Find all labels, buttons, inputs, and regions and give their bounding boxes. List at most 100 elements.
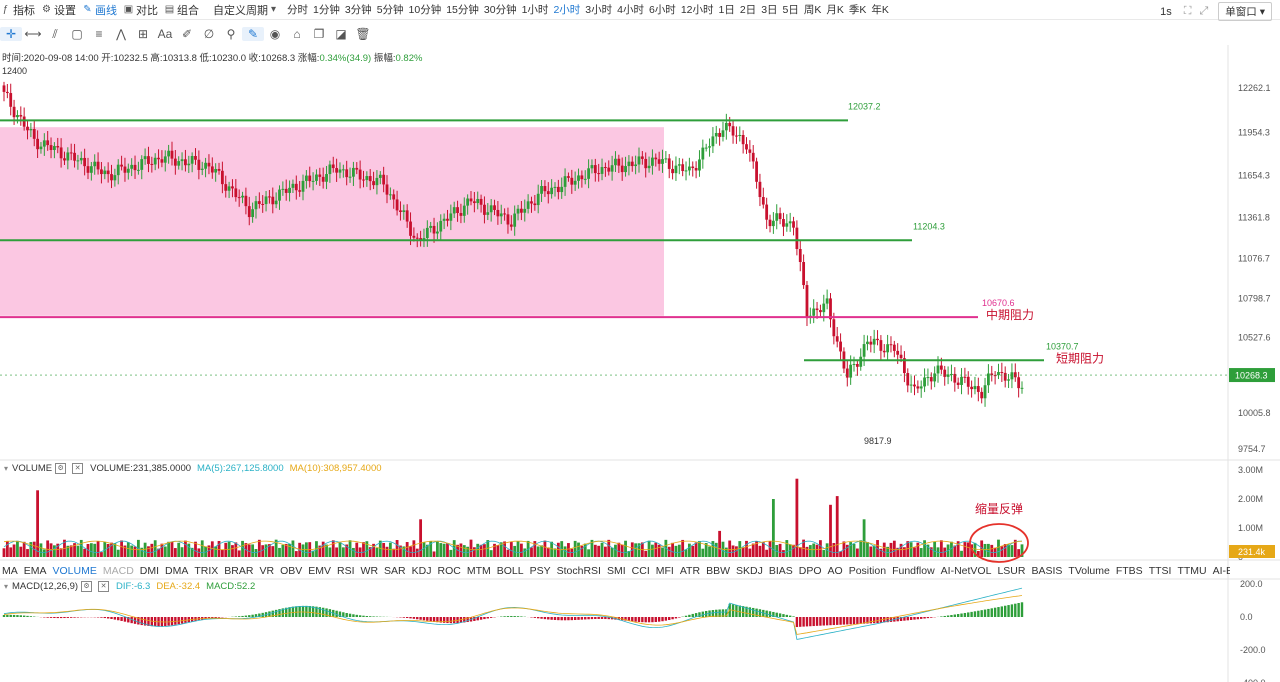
indicator-tab-18[interactable]: PSY: [529, 565, 551, 577]
indicator-tab-32[interactable]: LSUR: [997, 565, 1026, 577]
indicator-tab-16[interactable]: MTM: [466, 565, 491, 577]
collapse-chevron-icon[interactable]: ▾: [4, 582, 9, 591]
expand-icon[interactable]: ⤢: [1199, 5, 1209, 17]
period-0[interactable]: 分时: [287, 4, 308, 16]
indicator-tab-35[interactable]: FTBS: [1115, 565, 1143, 577]
custom-period-dropdown[interactable]: 自定义周期 ▾: [213, 2, 281, 18]
indicator-tab-4[interactable]: DMI: [139, 565, 160, 577]
indicator-tab-23[interactable]: ATR: [679, 565, 701, 577]
indicator-tab-24[interactable]: BBW: [706, 565, 730, 577]
period-8[interactable]: 2小时: [553, 4, 581, 16]
indicator-tab-0[interactable]: MA: [2, 565, 18, 577]
period-5[interactable]: 15分钟: [446, 4, 479, 16]
draw-button[interactable]: ✎ 画线: [83, 4, 117, 17]
horizontal-line-tool-icon[interactable]: ⟷: [24, 27, 42, 41]
collapse-chevron-icon[interactable]: ▾: [4, 464, 9, 473]
fullscreen-icon[interactable]: ⛶: [1183, 5, 1192, 17]
indicator-tab-15[interactable]: ROC: [437, 565, 461, 577]
trash-tool-icon[interactable]: 🗑: [355, 27, 371, 41]
volume-bar: [36, 490, 39, 557]
indicator-tab-9[interactable]: OBV: [280, 565, 303, 577]
volume-bar: [503, 541, 507, 557]
settings-icon[interactable]: ⚙: [81, 581, 93, 592]
candle: [993, 375, 997, 377]
indicator-tab-19[interactable]: StochRSI: [556, 565, 601, 577]
indicator-tab-1[interactable]: EMA: [23, 565, 47, 577]
indicator-tab-17[interactable]: BOLL: [496, 565, 524, 577]
period-15[interactable]: 3日: [761, 4, 778, 16]
indicator-tab-7[interactable]: BRAR: [224, 565, 254, 577]
period-14[interactable]: 2日: [739, 4, 757, 16]
indicator-tab-5[interactable]: DMA: [165, 565, 189, 577]
draw-mode-tool-icon[interactable]: ✎: [242, 27, 264, 41]
period-17[interactable]: 周K: [803, 4, 822, 16]
text-tool-icon[interactable]: Aa: [157, 27, 173, 41]
period-16[interactable]: 5日: [782, 4, 799, 16]
indicator-tab-2[interactable]: VOLUME: [52, 565, 97, 577]
wave-tool-icon[interactable]: ⋀: [116, 27, 126, 41]
candle: [110, 174, 113, 181]
indicator-tab-14[interactable]: KDJ: [411, 565, 432, 577]
period-19[interactable]: 季K: [848, 4, 867, 16]
indicator-tab-13[interactable]: SAR: [384, 565, 406, 577]
grid-tool-icon[interactable]: ⊞: [137, 27, 149, 41]
indicator-tab-22[interactable]: MFI: [655, 565, 674, 577]
candle: [892, 344, 896, 351]
indicator-tab-20[interactable]: SMI: [606, 565, 626, 577]
magnet-tool-icon[interactable]: ∅: [203, 27, 215, 41]
period-2[interactable]: 3分钟: [344, 4, 372, 16]
rectangle-tool-icon[interactable]: ▢: [71, 27, 83, 41]
period-12[interactable]: 12小时: [680, 4, 714, 16]
period-6[interactable]: 30分钟: [483, 4, 517, 16]
layers-tool-icon[interactable]: ◪: [335, 27, 347, 41]
indicator-tab-6[interactable]: TRIX: [194, 565, 219, 577]
brush-tool-icon[interactable]: ✐: [181, 27, 193, 41]
close-icon[interactable]: ✕: [98, 581, 110, 592]
period-3[interactable]: 5分钟: [376, 4, 404, 16]
indicator-tab-30[interactable]: Fundflow: [892, 565, 935, 577]
period-10[interactable]: 4小时: [617, 4, 644, 16]
period-1[interactable]: 1分钟: [313, 4, 340, 16]
eye-tool-icon[interactable]: ◉: [269, 27, 281, 41]
indicator-tab-28[interactable]: AO: [827, 565, 843, 577]
period-13[interactable]: 1日: [718, 4, 735, 16]
window-mode-dropdown[interactable]: 单窗口 ▾: [1218, 2, 1272, 21]
trend-line-tool-icon[interactable]: ⫽: [52, 26, 58, 41]
settings-button[interactable]: ⚙ 设置: [42, 4, 76, 17]
indicator-tab-12[interactable]: WR: [360, 565, 379, 577]
indicator-tab-34[interactable]: TVolume: [1068, 565, 1110, 577]
close-icon[interactable]: ✕: [72, 463, 84, 474]
period-7[interactable]: 1小时: [521, 4, 549, 16]
lock-tool-icon[interactable]: ⌂: [293, 27, 301, 41]
period-4[interactable]: 10分钟: [408, 4, 442, 16]
indicator-tab-36[interactable]: TTSI: [1148, 565, 1172, 577]
copy-tool-icon[interactable]: ❐: [313, 27, 325, 41]
macd-histogram-bar: [345, 613, 348, 617]
indicator-tab-8[interactable]: VR: [259, 565, 275, 577]
indicator-tab-31[interactable]: AI-NetVOL: [940, 565, 992, 577]
settings-icon[interactable]: ⚙: [55, 463, 67, 474]
indicator-tab-21[interactable]: CCI: [631, 565, 650, 577]
period-11[interactable]: 6小时: [648, 4, 676, 16]
indicator-tab-10[interactable]: EMV: [308, 565, 332, 577]
combine-button[interactable]: ▤ 组合: [164, 4, 199, 17]
indicators-button[interactable]: ƒ 指标: [0, 2, 35, 18]
indicator-tab-38[interactable]: AI-BSI: [1212, 565, 1230, 577]
volume-bar: [1020, 544, 1024, 557]
indicator-tab-3[interactable]: MACD: [102, 565, 134, 577]
period-20[interactable]: 年K: [871, 4, 889, 16]
indicator-tab-27[interactable]: DPO: [798, 565, 822, 577]
indicator-tab-26[interactable]: BIAS: [768, 565, 793, 577]
volume-bar: [200, 540, 204, 557]
indicator-tab-33[interactable]: BASIS: [1031, 565, 1063, 577]
compare-button[interactable]: ▣ 对比: [123, 4, 158, 17]
crosshair-tool-icon[interactable]: ✛: [0, 27, 22, 41]
indicator-tab-25[interactable]: SKDJ: [735, 565, 763, 577]
ruler-tool-icon[interactable]: ⚲: [226, 27, 236, 41]
indicator-tab-37[interactable]: TTMU: [1177, 565, 1207, 577]
indicator-tab-29[interactable]: Position: [848, 565, 887, 577]
fibonacci-tool-icon[interactable]: ≡: [95, 27, 103, 41]
period-9[interactable]: 3小时: [585, 4, 613, 16]
indicator-tab-11[interactable]: RSI: [337, 565, 355, 577]
period-18[interactable]: 月K: [826, 4, 844, 16]
